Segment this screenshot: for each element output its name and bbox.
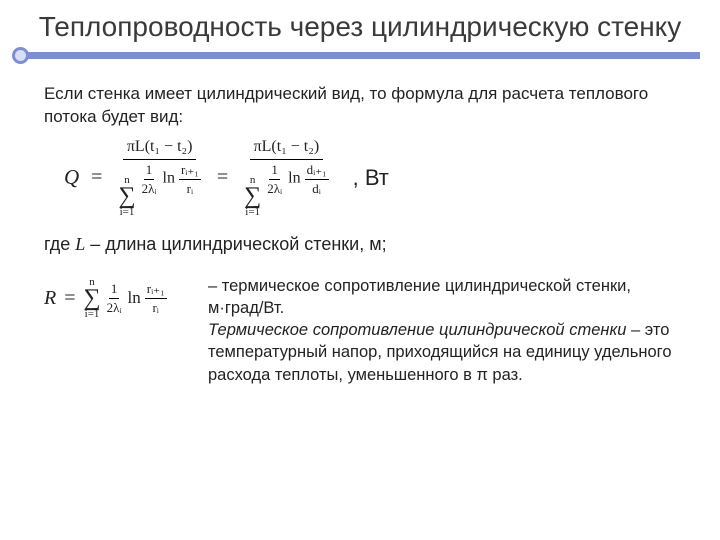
equals-sign: = (87, 164, 106, 191)
ratio2-num: dᵢ₊₁ (305, 161, 329, 180)
formula-lhs: Q (64, 163, 79, 191)
ln-1: ln (163, 170, 175, 187)
coeff-num-2: 1 (269, 161, 280, 180)
denominator-1: n ∑ i=1 1 2λᵢ ln rᵢ₊₁ rᵢ (114, 160, 204, 218)
coeff-frac-2: 1 2λᵢ (265, 161, 284, 197)
coeff-den: 2λᵢ (140, 180, 159, 198)
sum-lower-2: i=1 (245, 207, 260, 218)
slide-title: Теплопроводность через цилиндрическую ст… (20, 10, 700, 52)
ratio2-den: dᵢ (310, 180, 323, 198)
title-bullet-icon (12, 47, 29, 64)
numerator-2: πL(t₁ − t₂) (250, 136, 324, 160)
content-region: Если стенка имеет цилиндрический вид, то… (0, 59, 720, 396)
r-formula: R = n ∑ i=1 1 2λᵢ ln rᵢ₊₁ rᵢ (44, 271, 194, 321)
intro-paragraph: Если стенка имеет цилиндрический вид, то… (44, 83, 688, 129)
main-formula: Q = πL(t₁ − t₂) n ∑ i=1 1 2λᵢ ln rᵢ₊₁ rᵢ (64, 136, 688, 218)
sigma-icon: ∑ (118, 186, 135, 208)
r-lhs: R (44, 285, 56, 312)
sum-block-2: n ∑ i=1 (244, 175, 261, 219)
where-var: L (75, 234, 85, 254)
fraction-1: πL(t₁ − t₂) n ∑ i=1 1 2λᵢ ln rᵢ₊₁ rᵢ (114, 136, 204, 218)
denominator-2: n ∑ i=1 1 2λᵢ ln dᵢ₊₁ dᵢ (240, 160, 333, 218)
r-coeff-num: 1 (109, 280, 120, 299)
sum-lower: i=1 (120, 207, 135, 218)
ratio-frac-1: rᵢ₊₁ rᵢ (179, 161, 201, 197)
ratio1-num: rᵢ₊₁ (179, 161, 201, 180)
r-sum-lower: i=1 (85, 309, 100, 320)
r-equals: = (60, 285, 79, 312)
coeff-frac-1: 1 2λᵢ (140, 161, 159, 197)
where-line: где L – длина цилиндрической стенки, м; (44, 232, 688, 256)
where-prefix: где (44, 234, 75, 254)
sum-block-1: n ∑ i=1 (118, 175, 135, 219)
title-region: Теплопроводность через цилиндрическую ст… (0, 0, 720, 59)
fraction-2: πL(t₁ − t₂) n ∑ i=1 1 2λᵢ ln dᵢ₊₁ dᵢ (240, 136, 333, 218)
r-text-emphasis: Термическое сопротивление цилиндрической… (208, 321, 626, 339)
coeff-den-2: 2λᵢ (265, 180, 284, 198)
numerator-1: πL(t₁ − t₂) (123, 136, 197, 160)
r-ln: ln (128, 287, 141, 310)
sigma-icon-2: ∑ (244, 186, 261, 208)
ratio-frac-2: dᵢ₊₁ dᵢ (305, 161, 329, 197)
equals-sign-2: = (213, 164, 232, 191)
r-ratio-den: rᵢ (150, 299, 160, 317)
r-text-line1: – термическое сопротивление цилиндрическ… (208, 277, 631, 317)
ratio1-den: rᵢ (185, 180, 195, 198)
where-rest: – длина цилиндрической стенки, м; (85, 234, 386, 254)
r-ratio-num: rᵢ₊₁ (145, 280, 167, 299)
r-sigma-icon: ∑ (84, 288, 101, 310)
r-definition-block: R = n ∑ i=1 1 2λᵢ ln rᵢ₊₁ rᵢ – термическ… (44, 271, 688, 386)
unit-watt: , Вт (341, 163, 389, 193)
r-coeff-frac: 1 2λᵢ (105, 280, 124, 316)
r-ratio-frac: rᵢ₊₁ rᵢ (145, 280, 167, 316)
title-underline (20, 52, 700, 59)
coeff-num: 1 (144, 161, 155, 180)
r-description: – термическое сопротивление цилиндрическ… (208, 271, 688, 386)
r-sum-block: n ∑ i=1 (84, 277, 101, 321)
r-coeff-den: 2λᵢ (105, 299, 124, 317)
ln-2: ln (288, 170, 300, 187)
